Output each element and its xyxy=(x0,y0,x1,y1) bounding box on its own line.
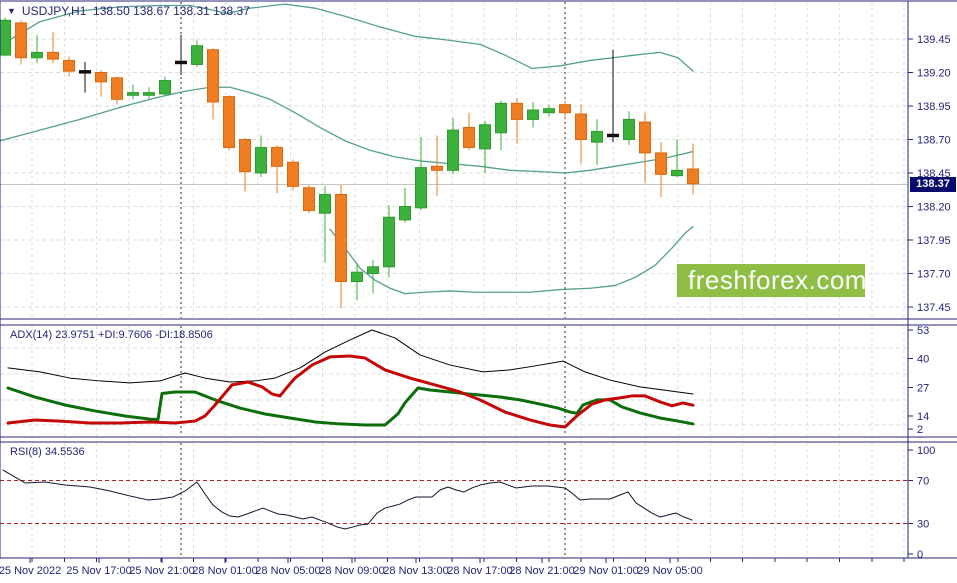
candle-doji xyxy=(79,70,91,74)
candle-bull xyxy=(479,124,491,150)
time-axis-label: 28 Nov 17:00 xyxy=(447,565,512,577)
candle-bear xyxy=(15,22,27,59)
time-axis-label: 28 Nov 09:00 xyxy=(319,565,384,577)
chart-title-bar: ▼ USDJPY,H1 138.50 138.67 138.31 138.37 xyxy=(7,4,250,18)
candle-bull xyxy=(0,19,11,56)
candle-bear xyxy=(335,193,347,283)
chart-title: USDJPY,H1 138.50 138.67 138.31 138.37 xyxy=(21,4,250,18)
adx-axis-label: 40 xyxy=(917,354,929,366)
rsi-axis-label: 70 xyxy=(917,475,929,487)
candle-bear xyxy=(223,96,235,149)
candle-bear xyxy=(239,139,251,173)
candle-bull xyxy=(495,102,507,134)
candle-bull xyxy=(159,80,171,95)
adx-series-ADX xyxy=(7,329,694,395)
candle-bear xyxy=(271,147,283,167)
broker-watermark: freshforex.com xyxy=(677,264,866,297)
candle-bear xyxy=(63,59,75,72)
candle-bull xyxy=(527,109,539,120)
price-axis-label: 139.45 xyxy=(917,34,951,46)
time-axis-label: 28 Nov 05:00 xyxy=(255,565,320,577)
price-axis-label: 138.70 xyxy=(917,135,951,147)
adx-axis-label: 14 xyxy=(917,411,929,423)
adx-axis-label: 27 xyxy=(917,382,929,394)
candle-bear xyxy=(431,165,443,171)
time-axis-label: 25 Nov 21:00 xyxy=(129,565,194,577)
time-axis-label: 29 Nov 05:00 xyxy=(637,565,702,577)
rsi-series xyxy=(2,469,693,530)
candle-bear xyxy=(559,104,571,114)
candle-doji xyxy=(175,60,187,65)
time-axis-label: 25 Nov 2022 xyxy=(0,565,61,577)
rsi-axis-label: 0 xyxy=(917,549,923,561)
price-axis-label: 138.20 xyxy=(917,202,951,214)
candle-bear xyxy=(687,168,699,185)
bollinger-lower-band xyxy=(329,225,694,295)
symbol-dropdown-icon[interactable]: ▼ xyxy=(7,6,16,16)
time-axis-label: 25 Nov 17:00 xyxy=(66,565,131,577)
candle-bear xyxy=(511,102,523,120)
candle-doji xyxy=(607,133,619,138)
rsi-axis-label: 100 xyxy=(917,445,935,457)
candle-bull xyxy=(191,45,203,65)
candle-bull xyxy=(31,51,43,59)
candle-bull xyxy=(319,193,331,214)
candle-bear xyxy=(575,113,587,140)
price-axis-label: 137.45 xyxy=(917,302,951,314)
candles-layer xyxy=(0,17,699,309)
candle-bull xyxy=(383,216,395,268)
candle-bear xyxy=(655,152,667,175)
candle-bear xyxy=(111,77,123,100)
candle-bull xyxy=(255,147,267,174)
candle-bear xyxy=(463,126,475,149)
adx-axis-label: 53 xyxy=(917,325,929,337)
rsi-indicator-label: RSI(8) 34.5536 xyxy=(10,446,85,458)
candle-bull xyxy=(671,169,683,177)
adx-axis-label: 2 xyxy=(917,424,923,436)
candle-bull xyxy=(127,92,139,96)
candle-bear xyxy=(639,121,651,154)
candle-bull xyxy=(447,129,459,171)
adx-indicator-label: ADX(14) 23.9751 +DI:9.7606 -DI:18.8506 xyxy=(10,329,213,341)
adx-series-minusDI xyxy=(6,354,695,429)
time-axis-label: 29 Nov 01:00 xyxy=(573,565,638,577)
candle-bull xyxy=(367,266,379,274)
last-price-badge: 138.37 xyxy=(910,177,956,192)
candle-bear xyxy=(287,161,299,187)
price-axis-label: 137.70 xyxy=(917,269,951,281)
time-axis-label: 28 Nov 21:00 xyxy=(509,565,574,577)
candle-bear xyxy=(303,187,315,212)
rsi-axis-label: 30 xyxy=(917,519,929,531)
candle-bear xyxy=(47,51,59,60)
price-axis-label: 137.95 xyxy=(917,235,951,247)
candle-bull xyxy=(399,206,411,221)
candle-bear xyxy=(207,49,219,103)
time-axis-label: 28 Nov 01:00 xyxy=(192,565,257,577)
bollinger-middle-band xyxy=(0,86,694,174)
time-axis-label: 28 Nov 13:00 xyxy=(383,565,448,577)
candle-bull xyxy=(415,167,427,209)
adx-series-plusDI xyxy=(6,386,695,427)
candle-bull xyxy=(591,130,603,143)
candle-bull xyxy=(351,271,363,283)
candle-bull xyxy=(623,118,635,141)
price-axis-label: 139.20 xyxy=(917,68,951,80)
candle-bull xyxy=(543,108,555,114)
price-axis-label: 138.95 xyxy=(917,101,951,113)
candle-bull xyxy=(143,92,155,96)
candle-bear xyxy=(95,72,107,83)
